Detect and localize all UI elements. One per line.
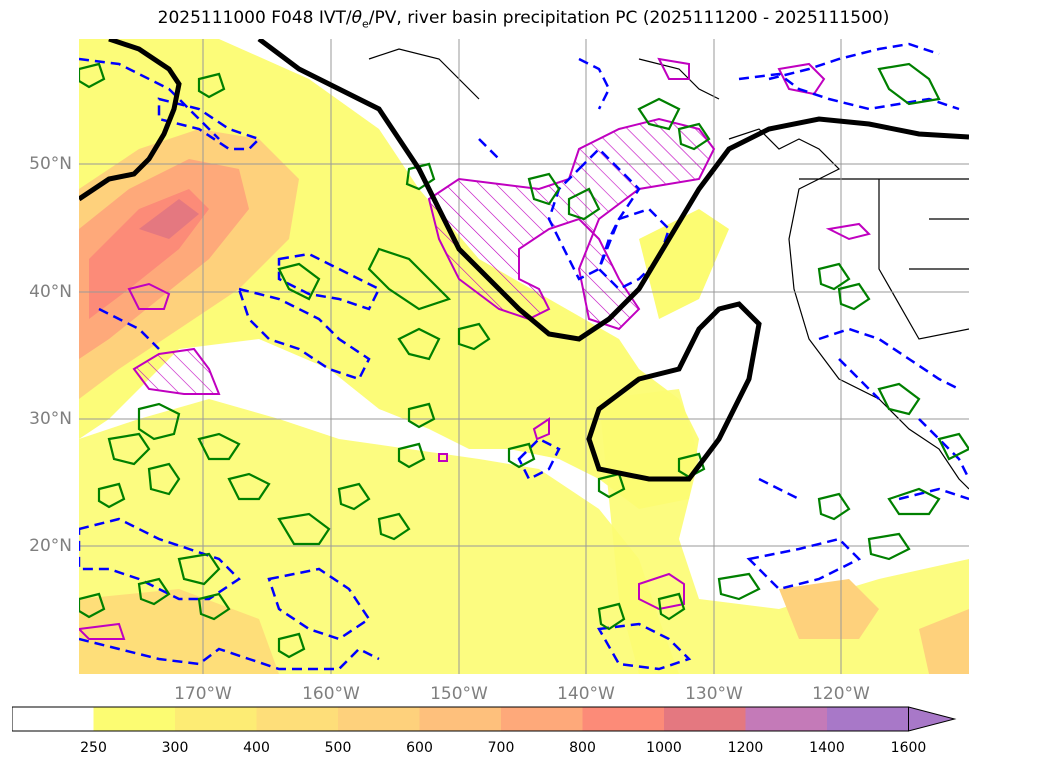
- lon-label-130w: 130°W: [685, 684, 743, 704]
- colorbar-svg: [12, 706, 957, 732]
- lon-label-150w: 150°W: [430, 684, 488, 704]
- colorbar-extend-arrow: [908, 706, 957, 732]
- coastline: [368, 48, 969, 490]
- pv-contours: [79, 39, 969, 482]
- colorbar-segment: [12, 707, 94, 731]
- lon-label-170w: 170°W: [174, 684, 232, 704]
- lat-label-20n: 20°N: [29, 536, 72, 556]
- colorbar-tick-label: 1600: [890, 740, 927, 756]
- colorbar-tick-label: 250: [80, 740, 107, 756]
- colorbar-tick-label: 700: [487, 740, 515, 756]
- lon-label-140w: 140°W: [557, 684, 615, 704]
- colorbar-segment: [93, 707, 176, 731]
- colorbar-tick-label: 400: [243, 740, 270, 756]
- colorbar-tick-label: 500: [324, 740, 352, 756]
- lon-label-160w: 160°W: [302, 684, 360, 704]
- map-title: 2025111000 F048 IVT/θe/PV, river basin p…: [157, 8, 890, 31]
- colorbar-tick-label: 1200: [727, 740, 764, 756]
- colorbar: [12, 705, 1036, 765]
- colorbar-segment: [664, 707, 746, 731]
- colorbar-tick-label: 800: [569, 740, 596, 756]
- map-svg: [79, 39, 969, 674]
- colorbar-segment: [827, 707, 909, 731]
- colorbar-tick-label: 300: [161, 740, 189, 756]
- negative-anomaly-contours: [79, 42, 969, 671]
- colorbar-segment: [419, 707, 502, 731]
- map-panel: [79, 39, 969, 674]
- lon-label-120w: 120°W: [812, 684, 870, 704]
- colorbar-border: [12, 706, 909, 732]
- colorbar-segment: [582, 707, 665, 731]
- lat-label-30n: 30°N: [29, 409, 72, 429]
- colorbar-segment: [338, 707, 420, 731]
- colorbar-segment: [501, 707, 583, 731]
- colorbar-tick-label: 1000: [646, 740, 682, 756]
- colorbar-tick-label: 600: [406, 740, 433, 756]
- lat-label-40n: 40°N: [29, 282, 72, 302]
- positive-anomaly-contours: [79, 62, 969, 659]
- colorbar-segment: [256, 707, 339, 731]
- lat-label-50n: 50°N: [29, 154, 72, 174]
- ivt-shading: [79, 39, 969, 674]
- colorbar-tick-label: 1400: [809, 740, 845, 756]
- colorbar-segment: [175, 707, 257, 731]
- colorbar-segment: [745, 707, 828, 731]
